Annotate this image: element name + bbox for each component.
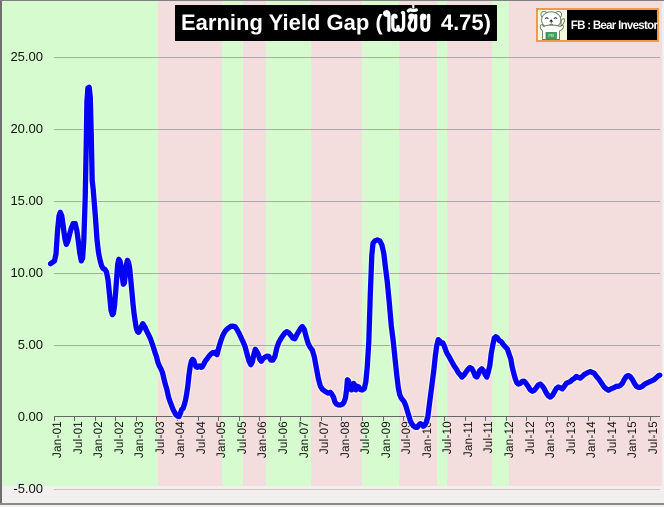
svg-text:FB: FB [548, 33, 554, 38]
